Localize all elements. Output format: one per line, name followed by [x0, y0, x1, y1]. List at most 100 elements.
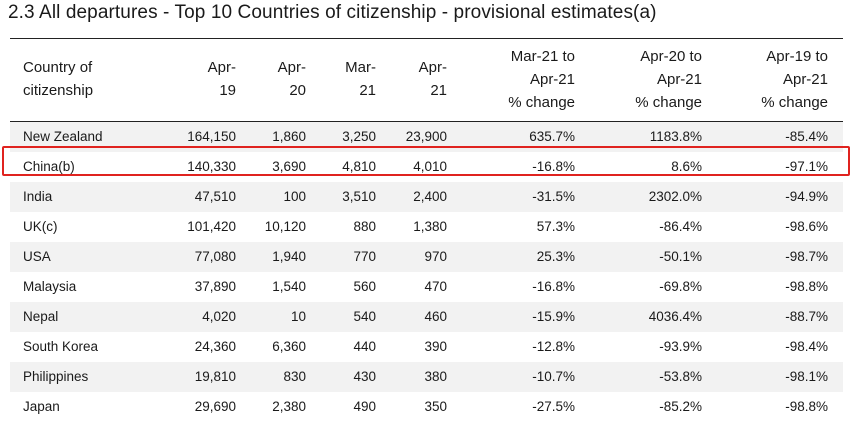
cell-chg-apr20: -53.8% [659, 369, 702, 384]
cell-apr21: 390 [424, 339, 447, 354]
header-apr21-line2: 21 [430, 82, 447, 99]
cell-apr20: 1,540 [272, 279, 306, 294]
cell-country: New Zealand [23, 129, 103, 144]
cell-apr19: 29,690 [194, 399, 236, 414]
cell-chg-apr20: -50.1% [659, 249, 702, 264]
cell-apr20: 1,860 [272, 129, 306, 144]
cell-apr20: 100 [283, 189, 306, 204]
cell-chg-apr19: -97.1% [785, 159, 828, 174]
table-row: Philippines 19,810 830 430 380 -10.7% -5… [10, 362, 843, 392]
cell-apr19: 19,810 [194, 369, 236, 384]
cell-chg-apr19: -94.9% [785, 189, 828, 204]
cell-chg-apr19: -88.7% [785, 309, 828, 324]
cell-mar21: 490 [353, 399, 376, 414]
header-country: Country of citizenship [23, 56, 93, 102]
cell-apr19: 101,420 [187, 219, 236, 234]
table-row: China(b) 140,330 3,690 4,810 4,010 -16.8… [10, 152, 843, 182]
table-body: New Zealand 164,150 1,860 3,250 23,900 6… [10, 122, 843, 422]
cell-mar21: 880 [353, 219, 376, 234]
cell-mar21: 560 [353, 279, 376, 294]
cell-chg-apr20: -86.4% [659, 219, 702, 234]
cell-apr20: 2,380 [272, 399, 306, 414]
cell-chg-apr19: -98.7% [785, 249, 828, 264]
cell-chg-mar21: -16.8% [532, 159, 575, 174]
header-mar21-line2: 21 [359, 82, 376, 99]
cell-chg-mar21: -27.5% [532, 399, 575, 414]
header-chg-apr20-line3: % change [635, 94, 702, 111]
cell-apr19: 77,080 [194, 249, 236, 264]
header-chg-apr19: Apr-19 to Apr-21 % change [761, 45, 828, 114]
cell-chg-mar21: -12.8% [532, 339, 575, 354]
cell-mar21: 430 [353, 369, 376, 384]
cell-chg-mar21: -16.8% [532, 279, 575, 294]
table-row: USA 77,080 1,940 770 970 25.3% -50.1% -9… [10, 242, 843, 272]
header-chg-apr20-line1: Apr-20 to [640, 48, 702, 65]
cell-mar21: 4,810 [342, 159, 376, 174]
cell-chg-apr20: -93.9% [659, 339, 702, 354]
cell-apr19: 164,150 [187, 129, 236, 144]
cell-country: Philippines [23, 369, 89, 384]
cell-country: India [23, 189, 53, 204]
table-title: 2.3 All departures - Top 10 Countries of… [8, 2, 657, 23]
header-chg-apr19-line1: Apr-19 to [766, 48, 828, 65]
header-chg-apr19-line2: Apr-21 [782, 71, 828, 88]
highlight-box-china [2, 146, 850, 176]
header-apr20-line2: 20 [289, 82, 306, 99]
header-mar21-line1: Mar- [345, 59, 376, 76]
cell-chg-apr19: -98.8% [785, 399, 828, 414]
cell-apr20: 1,940 [272, 249, 306, 264]
cell-apr20: 830 [283, 369, 306, 384]
cell-chg-apr20: -69.8% [659, 279, 702, 294]
cell-apr19: 4,020 [202, 309, 236, 324]
cell-apr21: 970 [424, 249, 447, 264]
cell-apr21: 23,900 [405, 129, 447, 144]
cell-chg-mar21: 635.7% [529, 129, 575, 144]
header-apr20-line1: Apr- [277, 59, 306, 76]
header-chg-apr20-line2: Apr-21 [656, 71, 702, 88]
header-apr21-line1: Apr- [418, 59, 447, 76]
table-row: Malaysia 37,890 1,540 560 470 -16.8% -69… [10, 272, 843, 302]
header-apr19: Apr- 19 [208, 56, 236, 102]
cell-chg-apr20: 4036.4% [648, 309, 702, 324]
cell-chg-mar21: -31.5% [532, 189, 575, 204]
header-apr21: Apr- 21 [419, 56, 447, 102]
header-country-line1: Country of [23, 59, 93, 76]
cell-mar21: 770 [353, 249, 376, 264]
table-header: Country of citizenship Apr- 19 Apr- 20 M… [10, 39, 843, 122]
cell-apr20: 3,690 [272, 159, 306, 174]
table-row: UK(c) 101,420 10,120 880 1,380 57.3% -86… [10, 212, 843, 242]
cell-apr19: 140,330 [187, 159, 236, 174]
cell-chg-apr19: -98.1% [785, 369, 828, 384]
cell-country: Malaysia [23, 279, 77, 294]
cell-chg-mar21: -10.7% [532, 369, 575, 384]
table-row: Japan 29,690 2,380 490 350 -27.5% -85.2%… [10, 392, 843, 422]
cell-country: UK(c) [23, 219, 58, 234]
cell-mar21: 3,510 [342, 189, 376, 204]
cell-apr21: 2,400 [413, 189, 447, 204]
cell-country: China(b) [23, 159, 75, 174]
cell-apr19: 47,510 [194, 189, 236, 204]
cell-mar21: 540 [353, 309, 376, 324]
cell-apr19: 37,890 [194, 279, 236, 294]
header-chg-apr20: Apr-20 to Apr-21 % change [635, 45, 702, 114]
header-chg-apr19-line3: % change [761, 94, 828, 111]
cell-country: USA [23, 249, 51, 264]
cell-apr21: 4,010 [413, 159, 447, 174]
table-row: South Korea 24,360 6,360 440 390 -12.8% … [10, 332, 843, 362]
header-chg-mar21: Mar-21 to Apr-21 % change [508, 45, 575, 114]
cell-country: Nepal [23, 309, 59, 324]
cell-apr20: 10 [290, 309, 306, 324]
cell-apr19: 24,360 [194, 339, 236, 354]
cell-apr20: 10,120 [264, 219, 306, 234]
header-apr20: Apr- 20 [278, 56, 306, 102]
cell-country: Japan [23, 399, 60, 414]
cell-chg-mar21: -15.9% [532, 309, 575, 324]
cell-apr21: 470 [424, 279, 447, 294]
cell-apr21: 1,380 [413, 219, 447, 234]
cell-chg-apr20: 2302.0% [648, 189, 702, 204]
header-chg-mar21-line2: Apr-21 [529, 71, 575, 88]
cell-chg-mar21: 57.3% [536, 219, 575, 234]
header-country-line2: citizenship [23, 82, 94, 99]
cell-chg-apr20: -85.2% [659, 399, 702, 414]
header-mar21: Mar- 21 [345, 56, 376, 102]
